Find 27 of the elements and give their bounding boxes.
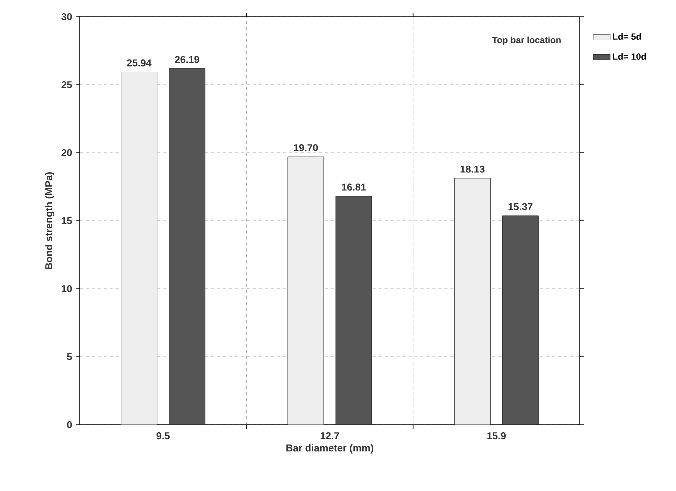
x-tick-label: 12.7	[320, 432, 340, 440]
x-axis-title: Bar diameter (mm)	[286, 444, 374, 454]
data-label: 26.19	[175, 56, 200, 64]
bar	[336, 196, 372, 425]
legend-label: Ld= 5d	[613, 33, 642, 40]
y-tick-label: 15	[62, 218, 72, 224]
data-label: 15.37	[508, 203, 533, 210]
x-tick-label: 9.5	[156, 432, 170, 440]
y-tick-label: 20	[62, 149, 72, 157]
y-tick-label: 30	[62, 13, 72, 21]
bar	[121, 72, 158, 425]
bar	[288, 156, 324, 425]
y-tick-label: 25	[62, 81, 72, 89]
x-tick-label: 15.9	[488, 432, 506, 440]
data-label: 16.81	[342, 184, 366, 191]
y-tick-label: 10	[62, 285, 72, 293]
bar	[502, 216, 539, 425]
y-tick-label: 0	[67, 421, 72, 429]
legend-label: Ld= 10d	[613, 53, 646, 60]
bar	[454, 178, 491, 425]
data-label: 25.94	[127, 60, 152, 67]
y-axis-title: Bond strength (MPa)	[45, 172, 55, 270]
y-tick-label: 5	[67, 354, 72, 360]
data-label: 19.70	[294, 144, 318, 152]
data-label: 18.13	[460, 166, 485, 173]
annotation: Top bar location	[492, 36, 561, 46]
bar	[169, 68, 206, 425]
